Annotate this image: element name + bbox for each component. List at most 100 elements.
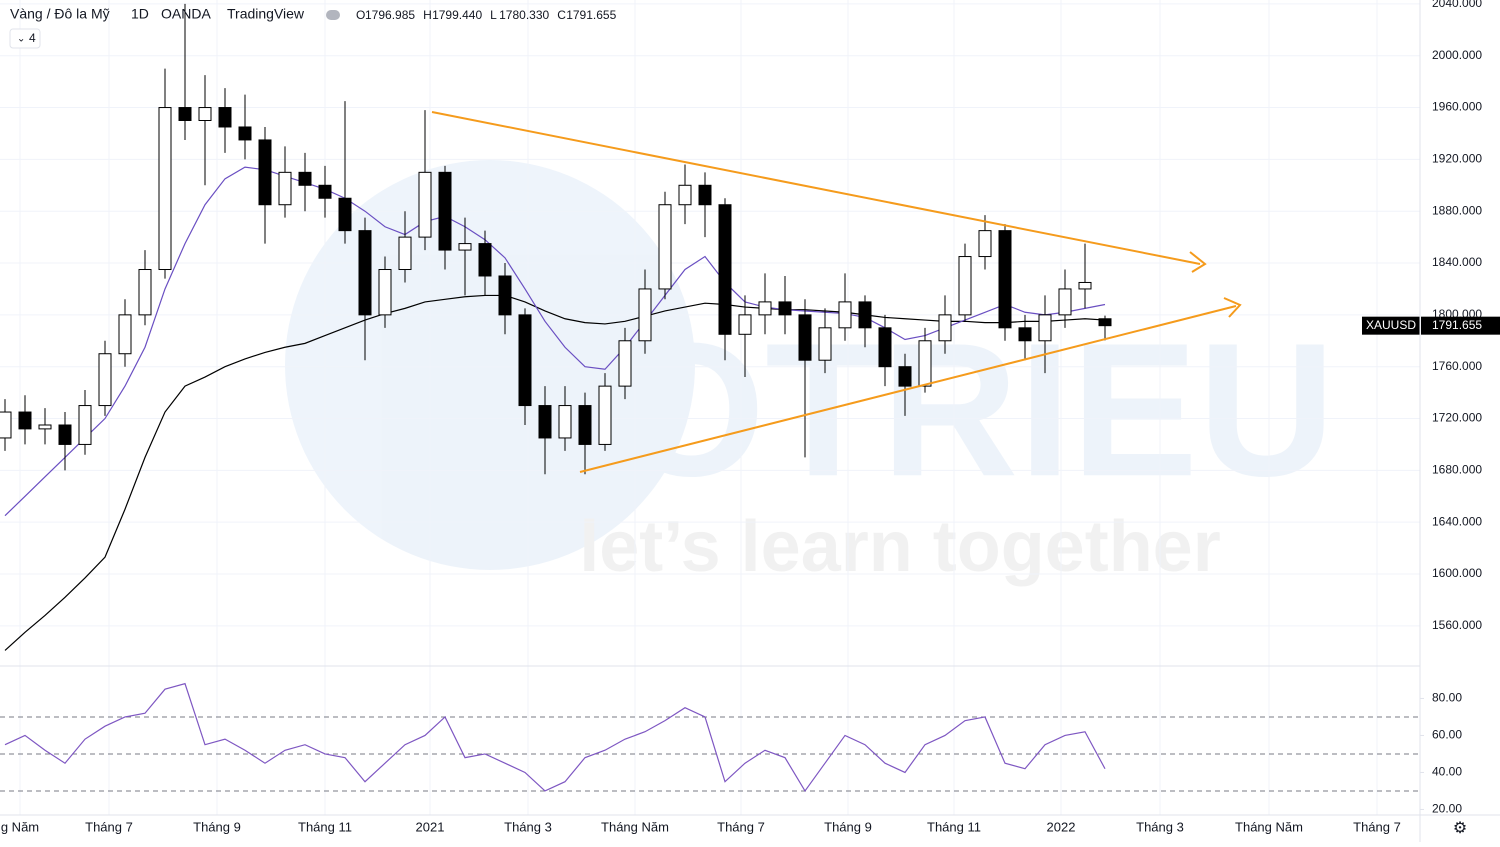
arrow-head: [1189, 251, 1207, 273]
candle-body: [638, 288, 652, 342]
candle-body: [298, 171, 312, 186]
candle-body: [0, 411, 12, 439]
y-tick-label: 1680.000: [1432, 463, 1482, 477]
candle-body: [758, 301, 772, 316]
candle-body: [558, 405, 572, 439]
candle-body: [218, 107, 232, 128]
candle-body: [898, 366, 912, 387]
x-tick-label: 2022: [1047, 819, 1076, 834]
candle-body: [398, 236, 412, 271]
candle-body: [138, 269, 152, 316]
candle-body: [418, 171, 432, 238]
moving-average: [4, 294, 1106, 651]
ohlc-label: C: [557, 8, 566, 22]
status-icon[interactable]: [326, 10, 340, 20]
x-tick-label: Tháng 7: [717, 819, 765, 834]
candle-body: [18, 411, 32, 430]
candle-body: [838, 301, 852, 329]
candle-body: [658, 204, 672, 290]
candle-body: [458, 243, 472, 251]
x-tick-label: 2021: [416, 819, 445, 834]
x-tick-label: Tháng 3: [504, 819, 552, 834]
ohlc-label: L: [490, 8, 497, 22]
candle-body: [598, 385, 612, 445]
indicator-count: 4: [29, 31, 36, 45]
y-tick-label: 2000.000: [1432, 48, 1482, 62]
watermark-logo: [285, 160, 695, 570]
candle-body: [318, 184, 332, 199]
candle-body: [58, 424, 72, 445]
candle-body: [978, 230, 992, 258]
ohlc-value: 1780.330: [499, 8, 549, 22]
candle-body: [778, 301, 792, 316]
y-tick-label: 80.00: [1432, 691, 1462, 705]
price-tag: [1421, 316, 1500, 335]
candle-body: [258, 139, 272, 206]
source: OANDA: [161, 6, 211, 22]
candle-body: [378, 269, 392, 316]
y-tick-label: 20.00: [1432, 802, 1462, 816]
candle-body: [998, 230, 1012, 329]
y-tick-label: 40.00: [1432, 765, 1462, 779]
y-tick-label: 1960.000: [1432, 100, 1482, 114]
y-tick-label: 1880.000: [1432, 203, 1482, 217]
chevron: ⌄: [17, 34, 25, 45]
price-tag: [1362, 316, 1420, 335]
y-tick-label: 1920.000: [1432, 152, 1482, 166]
platform: TradingView: [227, 6, 305, 22]
symbol-name: Vàng / Đô la Mỹ: [10, 6, 110, 22]
candle-body: [78, 405, 92, 445]
candle-body: [678, 184, 692, 206]
y-tick-label: 1760.000: [1432, 359, 1482, 373]
watermark-slogan: let’s learn together: [579, 507, 1221, 587]
candle-body: [338, 197, 352, 232]
candle-body: [178, 107, 192, 122]
moving-average: [4, 166, 1106, 517]
candle-body: [818, 327, 832, 361]
x-tick-label: Tháng 9: [824, 819, 872, 834]
x-tick-label: Tháng 3: [1136, 819, 1184, 834]
candle-body: [238, 126, 252, 141]
candle-body: [918, 340, 932, 387]
price-tag-symbol: XAUUSD: [1366, 318, 1416, 332]
x-tick-label: g Năm: [1, 819, 39, 834]
candle-body: [498, 275, 512, 316]
candle-body: [718, 204, 732, 335]
arrow-head: [1223, 297, 1242, 318]
x-tick-label: Tháng 11: [927, 819, 981, 834]
candle-body: [1078, 281, 1092, 290]
candle-body: [158, 107, 172, 271]
candle-body: [698, 184, 712, 206]
candle-body: [938, 314, 952, 342]
ohlc-value: 1796.985: [365, 8, 415, 22]
x-tick-label: Tháng 7: [85, 819, 133, 834]
trendline-lower: [579, 305, 1237, 473]
x-tick-label: Tháng Năm: [601, 819, 669, 834]
candle-body: [958, 256, 972, 316]
y-tick-label: 2040.000: [1432, 0, 1482, 10]
x-tick-label: Tháng Năm: [1235, 819, 1303, 834]
candle-body: [358, 230, 372, 316]
ohlc-value: 1791.655: [566, 8, 616, 22]
indicator-toggle[interactable]: [9, 28, 41, 49]
y-tick-label: 60.00: [1432, 728, 1462, 742]
x-tick-label: Tháng 11: [298, 819, 352, 834]
y-tick-label: 1600.000: [1432, 566, 1482, 580]
candle-body: [738, 314, 752, 335]
price-tag-value: 1791.655: [1432, 318, 1482, 332]
y-tick-label: 1840.000: [1432, 255, 1482, 269]
trendline-upper: [431, 111, 1201, 265]
interval: 1D: [131, 6, 149, 22]
candle-body: [578, 405, 592, 445]
settings-icon[interactable]: ⚙: [1453, 820, 1467, 837]
candle-body: [538, 405, 552, 439]
candle-body: [278, 171, 292, 206]
candle-body: [438, 171, 452, 251]
y-tick-label: 1640.000: [1432, 514, 1482, 528]
candle-body: [98, 353, 112, 407]
ohlc-label: O: [356, 8, 365, 22]
candle-body: [1018, 327, 1032, 342]
y-tick-label: 1560.000: [1432, 618, 1482, 632]
y-tick-label: 1720.000: [1432, 411, 1482, 425]
